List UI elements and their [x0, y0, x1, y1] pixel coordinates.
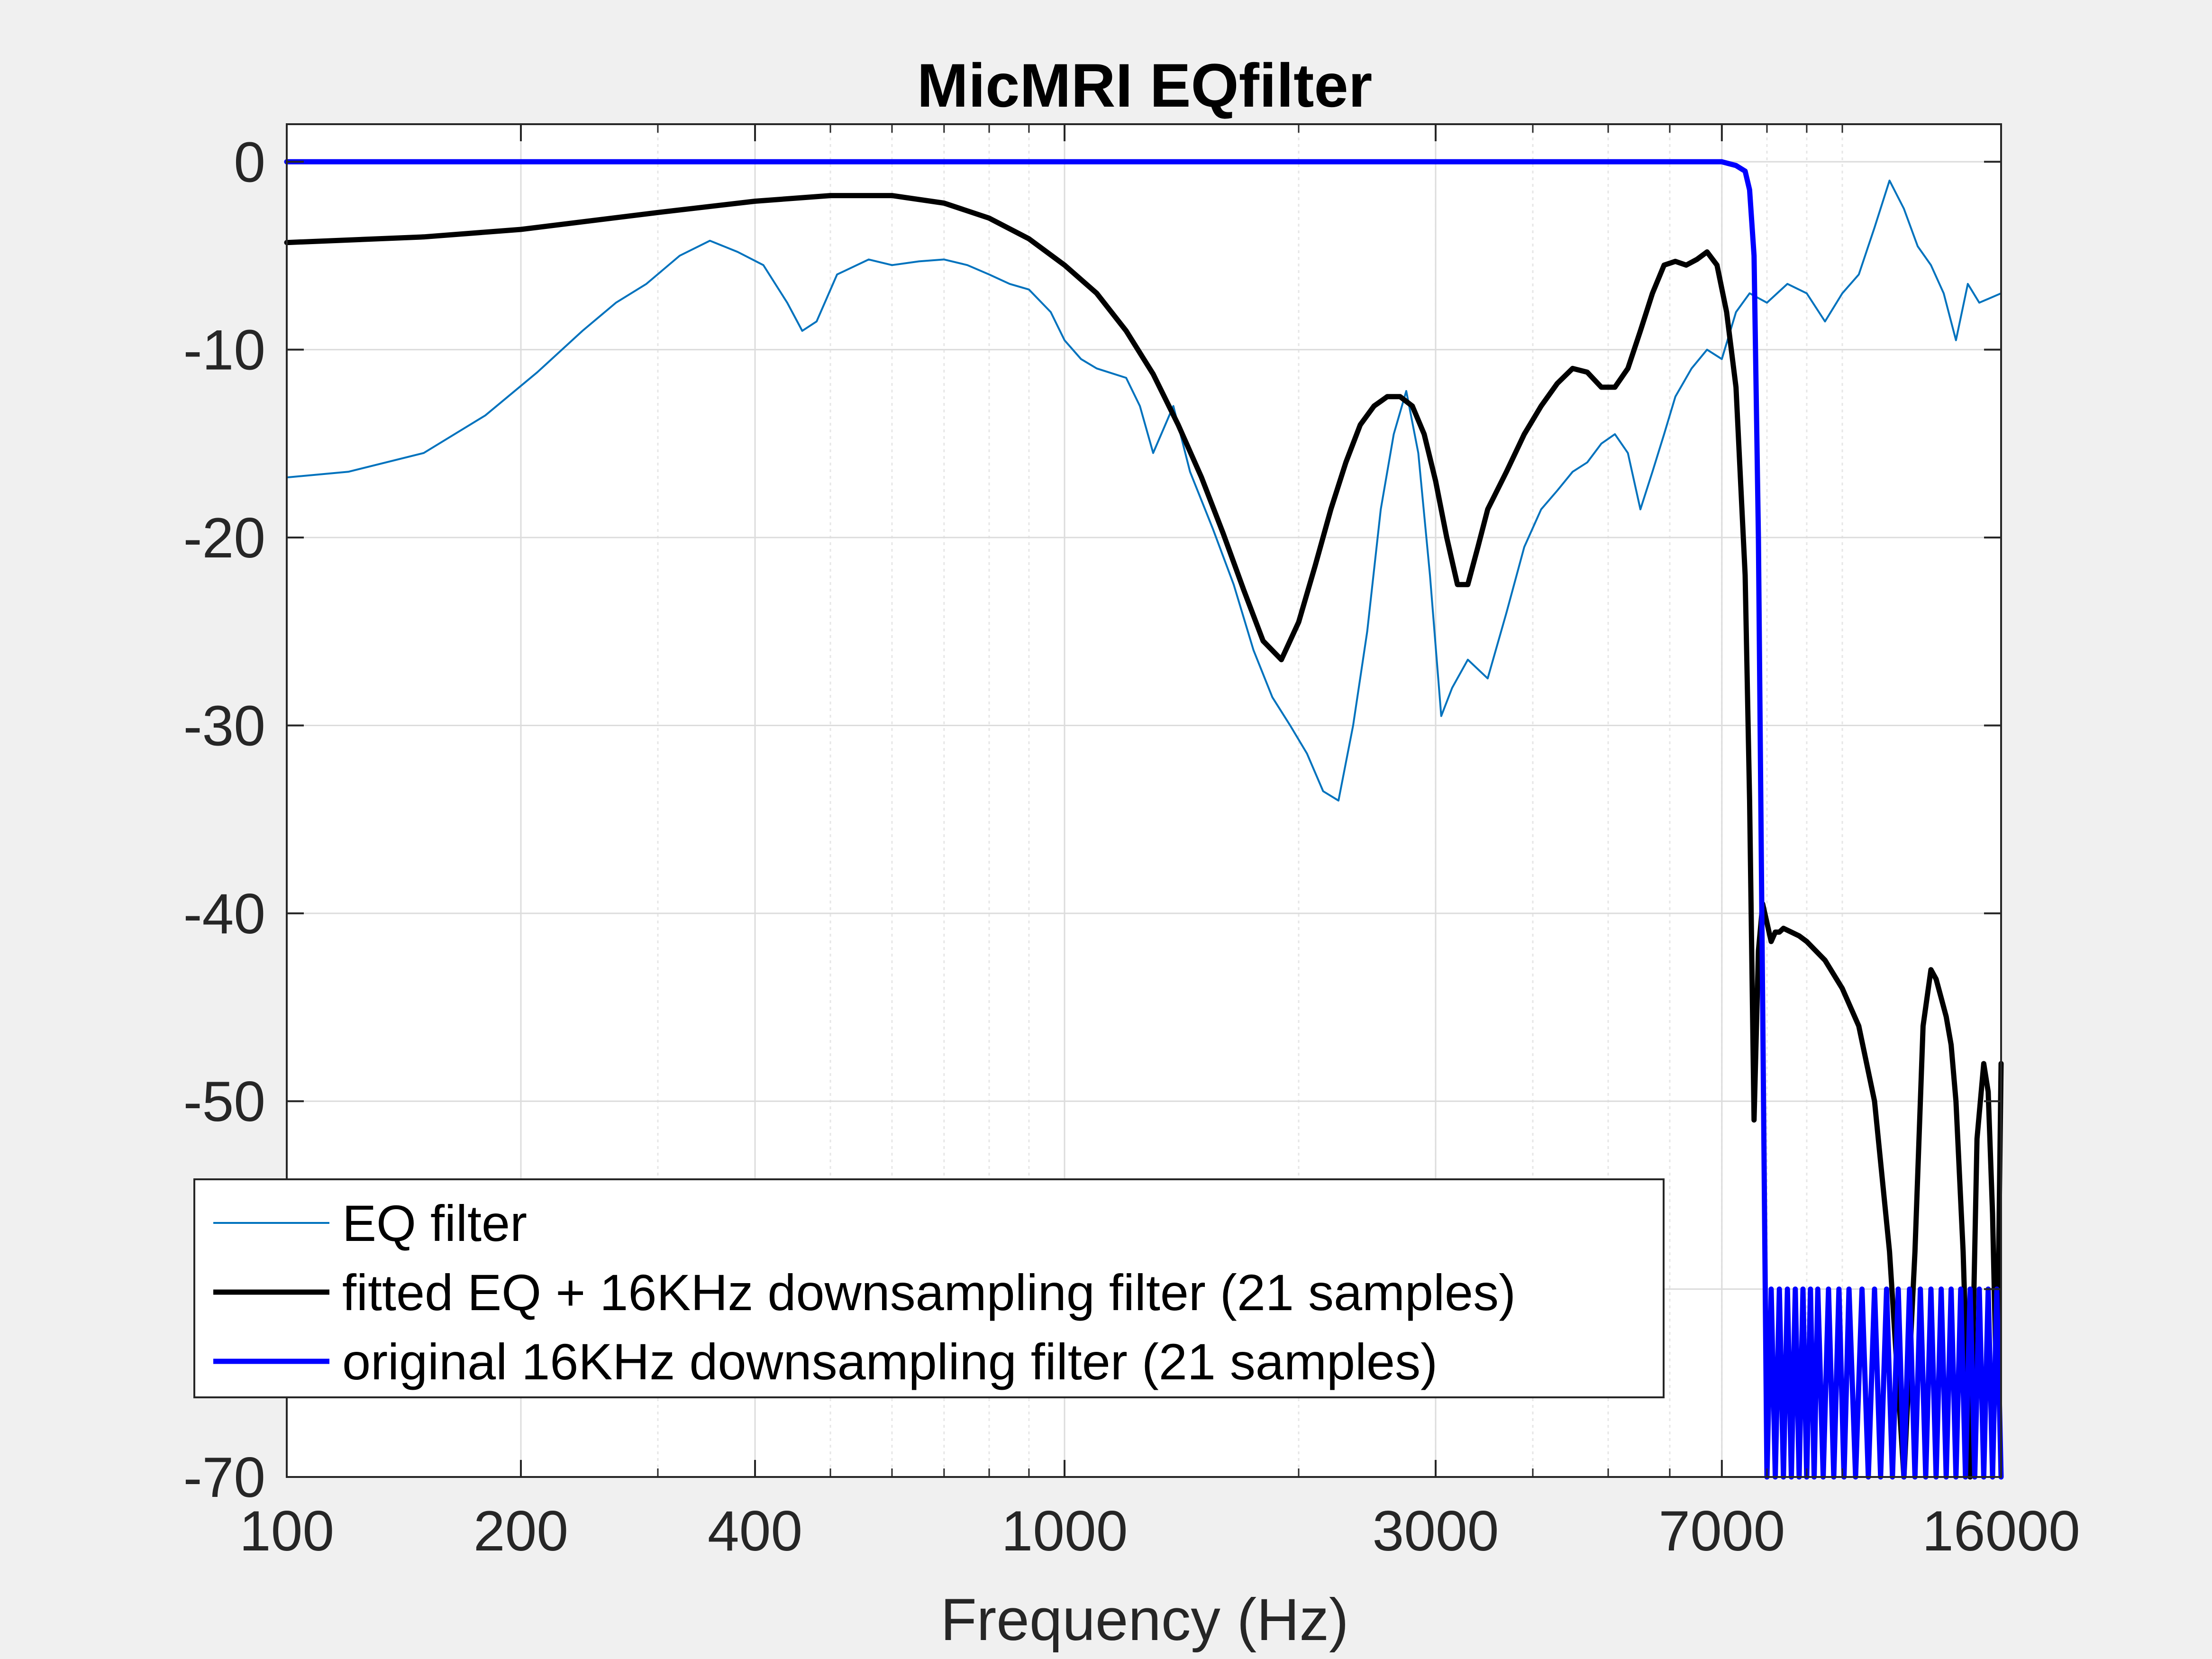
y-tick-label: 0	[234, 130, 265, 194]
x-tick-label: 16000	[1922, 1499, 2080, 1563]
x-tick-label: 200	[473, 1499, 568, 1563]
chart-title: MicMRI EQfilter	[917, 51, 1373, 120]
axis-ticks: 100 200 400 1000 3000 7000 16000 0 -10 -20 -30 -40 -…	[183, 124, 2080, 1563]
series-line-2	[284, 193, 2004, 1480]
x-tick-label: 400	[708, 1499, 802, 1563]
legend-box	[193, 1178, 1665, 1398]
x-tick-label: 1000	[1001, 1499, 1128, 1563]
series-line-1	[286, 179, 2002, 802]
y-tick-label: -40	[183, 882, 265, 946]
legend-entry-label: EQ filter	[342, 1194, 527, 1252]
x-tick-label: 3000	[1373, 1499, 1499, 1563]
y-tick-label: -10	[183, 319, 265, 382]
y-tick-label: -30	[183, 694, 265, 757]
x-axis-label: Frequency (Hz)	[940, 1587, 1348, 1653]
legend-entry-label: original 16KHz downsampling filter (21 s…	[342, 1333, 1438, 1390]
x-tick-label: 100	[239, 1499, 334, 1563]
series-line-3	[284, 159, 2004, 1480]
legend: EQ filter fitted EQ + 16KHz downsampling …	[193, 1178, 1665, 1398]
x-tick-label: 7000	[1658, 1499, 1785, 1563]
y-tick-label: -70	[183, 1446, 265, 1509]
y-tick-label: -20	[183, 506, 265, 570]
plot-frame	[286, 123, 2002, 1478]
legend-entry-label: fitted EQ + 16KHz downsampling filter (2…	[342, 1264, 1516, 1321]
y-tick-label: -50	[183, 1070, 265, 1133]
series-lines	[284, 159, 2004, 1480]
